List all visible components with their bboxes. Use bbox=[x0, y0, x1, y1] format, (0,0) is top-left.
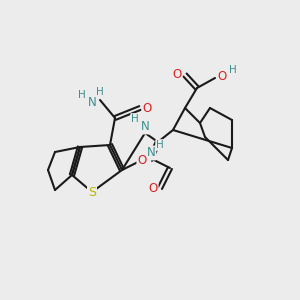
Text: O: O bbox=[142, 101, 152, 115]
Text: H: H bbox=[229, 65, 237, 75]
Text: N: N bbox=[147, 146, 155, 160]
Text: O: O bbox=[218, 70, 226, 83]
Text: N: N bbox=[141, 121, 149, 134]
Text: O: O bbox=[137, 154, 147, 166]
Text: S: S bbox=[88, 187, 96, 200]
Text: H: H bbox=[78, 90, 86, 100]
Text: O: O bbox=[148, 182, 158, 196]
Text: N: N bbox=[88, 95, 96, 109]
Text: H: H bbox=[156, 140, 164, 150]
Text: H: H bbox=[131, 114, 139, 124]
Text: O: O bbox=[172, 68, 182, 82]
Text: H: H bbox=[96, 87, 104, 97]
